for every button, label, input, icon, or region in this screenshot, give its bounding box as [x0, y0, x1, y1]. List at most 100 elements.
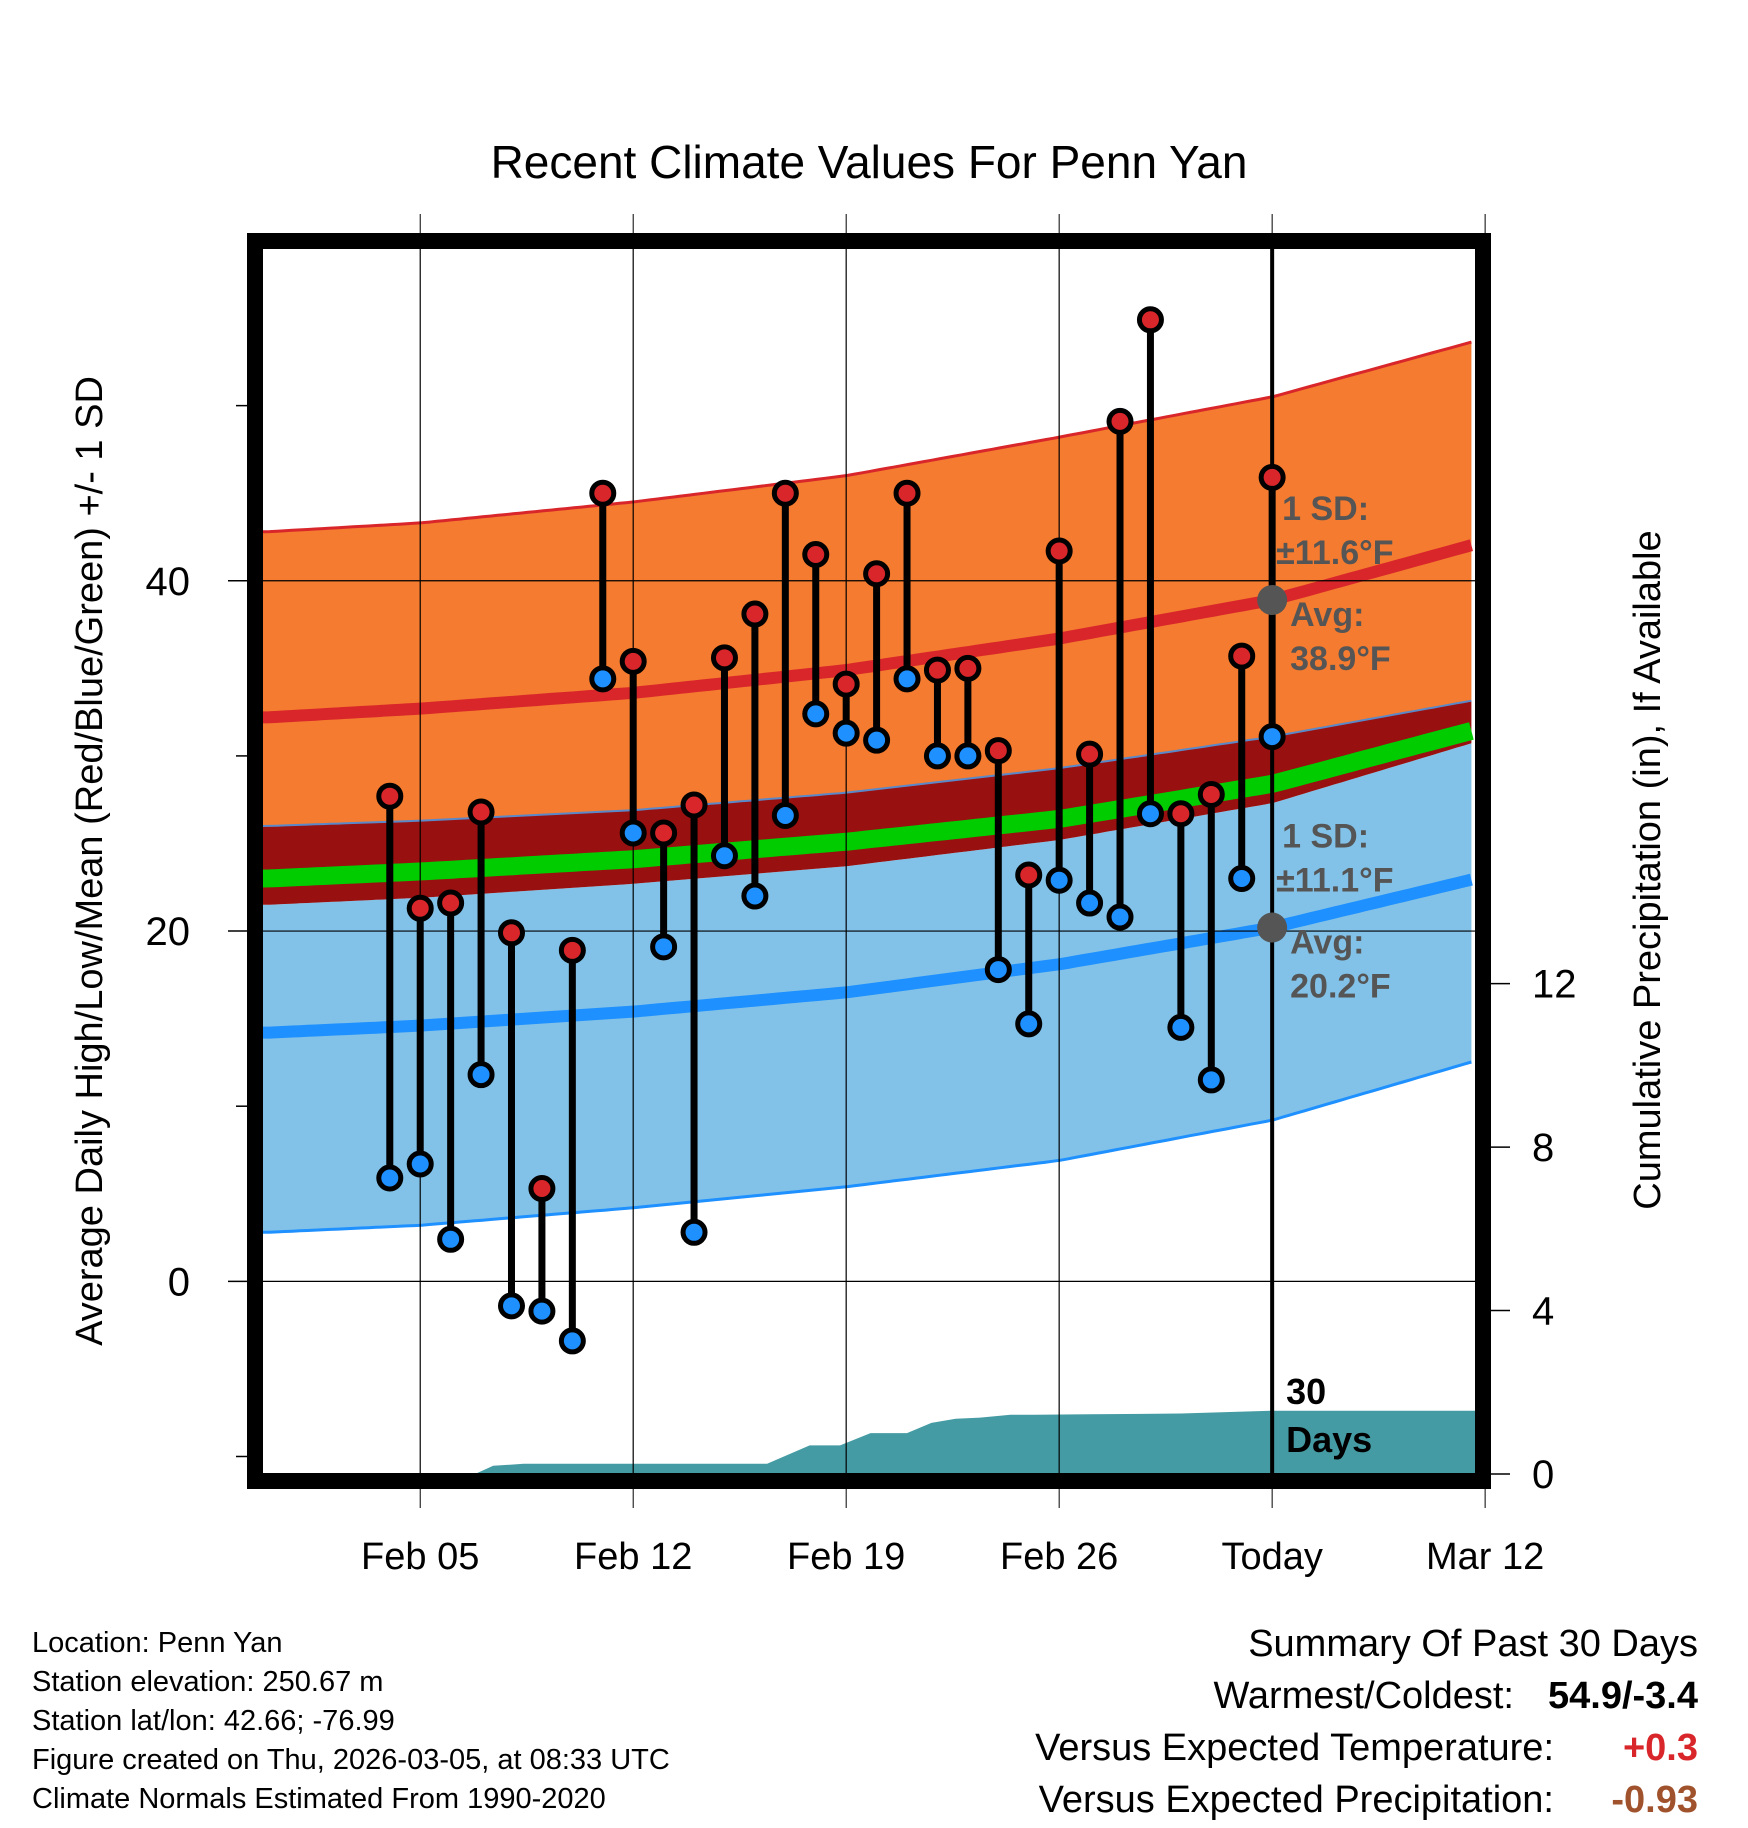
x-tick-label: Feb 05 — [361, 1536, 479, 1578]
low-temp-point — [923, 742, 951, 770]
low-temp-point — [1228, 865, 1256, 893]
low-avg-marker — [1257, 912, 1288, 943]
high-avg-marker — [1257, 585, 1288, 616]
high-sd-value: ±11.6°F — [1276, 534, 1393, 572]
low-temp-point — [710, 842, 738, 870]
low-temp-point — [406, 1150, 434, 1178]
temperature-departure-row: Versus Expected Temperature: +0.3 — [1035, 1722, 1698, 1774]
low-sd-label: 1 SD: — [1282, 818, 1369, 856]
x-tick-label: Feb 26 — [1000, 1536, 1118, 1578]
low-temp-point — [619, 819, 647, 847]
y2-tick-label: 12 — [1532, 963, 1577, 1007]
window-label-number: 30 — [1286, 1371, 1326, 1412]
high-temp-point — [619, 647, 647, 675]
x-tick-label: Today — [1221, 1536, 1322, 1578]
low-sd-lower-line — [262, 1060, 1472, 1234]
high-sd-upper-line — [262, 340, 1472, 534]
location-text: Location: Penn Yan — [32, 1627, 283, 1659]
high-avg-label: Avg: — [1290, 596, 1364, 634]
warmest-coldest-value: 54.9/-3.4 — [1548, 1675, 1698, 1717]
y2-tick-label: 4 — [1532, 1290, 1554, 1334]
low-temp-point — [984, 956, 1012, 984]
high-temp-point — [406, 894, 434, 922]
high-temp-point — [1106, 407, 1134, 435]
high-temp-point — [771, 479, 799, 507]
precipitation-area — [262, 1410, 1476, 1474]
y-tick-label: 40 — [146, 560, 191, 604]
low-temp-point — [558, 1327, 586, 1355]
chart-title: Recent Climate Values For Penn Yan — [491, 136, 1248, 188]
precipitation-departure-row: Versus Expected Precipitation: -0.93 — [1035, 1774, 1698, 1826]
low-temp-point — [1167, 1013, 1195, 1041]
low-temp-point — [954, 742, 982, 770]
normals-text: Climate Normals Estimated From 1990-2020 — [32, 1783, 606, 1815]
low-temp-point — [528, 1297, 556, 1325]
high-temp-point — [1258, 463, 1286, 491]
y-tick-label: 20 — [146, 910, 191, 954]
precipitation-departure-label: Versus Expected Precipitation: — [1038, 1779, 1554, 1821]
high-sd-label: 1 SD: — [1282, 490, 1369, 528]
mean-sd-band — [262, 700, 1472, 905]
low-temp-point — [771, 801, 799, 829]
high-temp-point — [863, 560, 891, 588]
high-temp-point — [1167, 800, 1195, 828]
low-temp-point — [497, 1292, 525, 1320]
x-tick-label: Feb 19 — [787, 1536, 905, 1578]
plot-frame — [247, 233, 1491, 1489]
low-temp-point — [1106, 903, 1134, 931]
low-temp-point — [741, 882, 769, 910]
high-avg-value: 38.9°F — [1290, 640, 1391, 678]
latlon-text: Station lat/lon: 42.66; -76.99 — [32, 1705, 395, 1737]
low-temp-point — [1136, 800, 1164, 828]
high-temp-point — [710, 644, 738, 672]
low-temp-point — [893, 665, 921, 693]
high-temp-point — [802, 541, 830, 568]
low-avg-value: 20.2°F — [1290, 968, 1391, 1006]
mean-avg-line — [262, 722, 1474, 888]
high-temp-point — [1136, 306, 1164, 334]
summary-heading: Summary Of Past 30 Days — [1248, 1623, 1698, 1665]
summary-panel: Summary Of Past 30 Days Warmest/Coldest:… — [1035, 1618, 1698, 1826]
elevation-text: Station elevation: 250.67 m — [32, 1666, 384, 1698]
high-temp-point — [832, 670, 860, 698]
high-temp-point — [589, 479, 617, 507]
low-temp-point — [1258, 723, 1286, 751]
high-temp-point — [893, 479, 921, 507]
high-temp-point — [1015, 861, 1043, 889]
high-temp-point — [1228, 642, 1256, 670]
low-temp-point — [376, 1164, 404, 1192]
precipitation-departure-value: -0.93 — [1611, 1779, 1698, 1821]
high-temp-point — [1197, 780, 1225, 808]
temperature-departure-value: +0.3 — [1622, 1727, 1698, 1769]
warmest-coldest-label: Warmest/Coldest: — [1213, 1675, 1514, 1717]
high-temp-point — [741, 600, 769, 628]
low-temp-point — [802, 700, 830, 728]
low-sd-value: ±11.1°F — [1276, 862, 1393, 900]
low-temp-point — [437, 1225, 465, 1253]
plot-area — [262, 248, 1476, 1474]
y2-axis-label: Cumulative Precipitation (in), If Availa… — [1627, 530, 1669, 1209]
low-temp-point — [467, 1061, 495, 1089]
x-tick-label: Mar 12 — [1426, 1536, 1544, 1578]
high-temp-point — [954, 654, 982, 682]
high-temp-point — [497, 919, 525, 947]
warmest-coldest-row: Warmest/Coldest: 54.9/-3.4 — [1035, 1670, 1698, 1722]
high-temp-point — [650, 819, 678, 847]
y2-tick-label: 8 — [1532, 1126, 1554, 1170]
window-label-days: Days — [1286, 1419, 1372, 1460]
high-temp-point — [467, 798, 495, 826]
high-sd-band — [262, 342, 1472, 826]
low-temp-point — [1076, 889, 1104, 917]
low-temp-point — [589, 665, 617, 693]
station-info: Location: Penn Yan Station elevation: 25… — [32, 1624, 670, 1819]
low-temp-point — [1197, 1066, 1225, 1094]
x-tick-label: Feb 12 — [574, 1536, 692, 1578]
low-temp-point — [832, 719, 860, 747]
high-temp-point — [1045, 537, 1073, 565]
x-axis-label: Day — [835, 1599, 903, 1600]
low-temp-point — [863, 726, 891, 754]
high-temp-point — [558, 936, 586, 964]
low-temp-point — [680, 1218, 708, 1246]
y2-tick-label: 0 — [1532, 1453, 1554, 1497]
low-temp-point — [1015, 1010, 1043, 1038]
